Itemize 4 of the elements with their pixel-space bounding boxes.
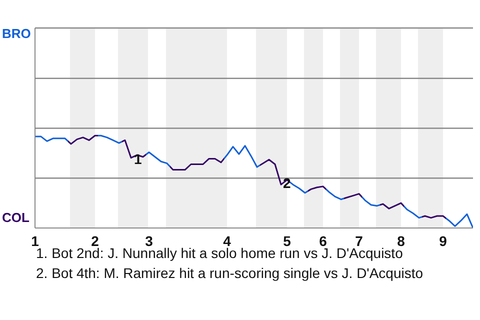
x-tick-label: 9 xyxy=(439,232,448,249)
text: 2. Bot 4th: M. Ramirez hit a run-scoring single vs J. D'Acquisto xyxy=(36,264,424,283)
text: BRO xyxy=(2,26,31,42)
text: COL xyxy=(2,210,30,226)
